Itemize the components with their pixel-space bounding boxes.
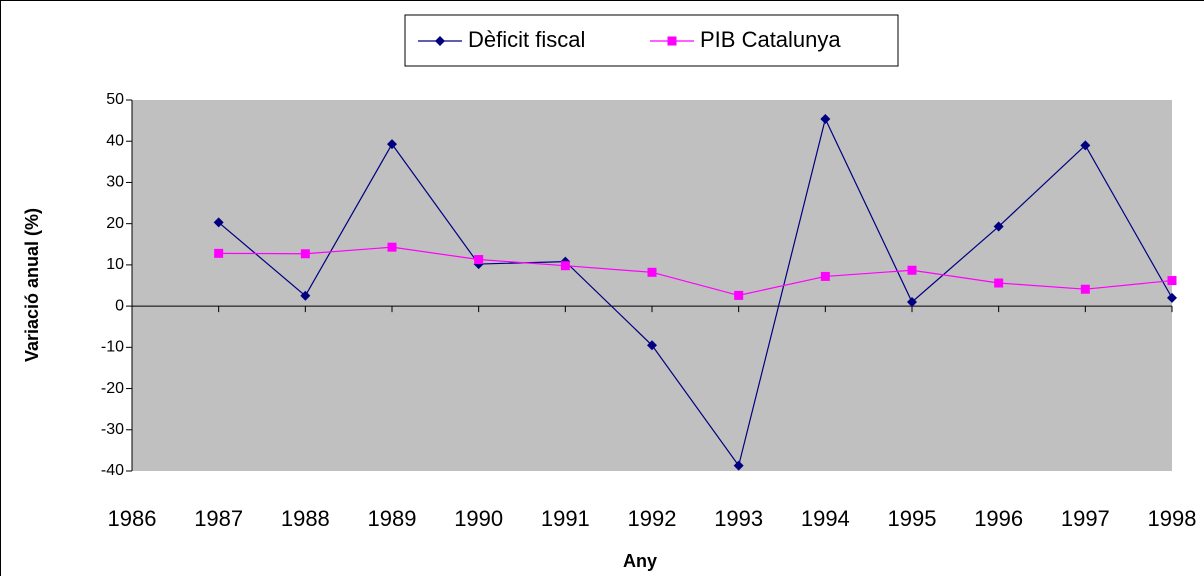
marker [820,113,831,124]
marker [647,340,657,351]
y-tick-label: 10 [106,256,124,273]
legend-label: Dèficit fiscal [468,27,585,52]
y-tick-label: -10 [101,339,124,356]
legend-marker [667,36,677,46]
plot-area [132,100,1172,471]
marker [300,290,311,301]
marker [214,248,224,258]
marker [993,221,1004,232]
line [218,246,1173,297]
marker [387,242,397,252]
legend-label: PIB Catalunya [700,27,841,52]
marker [994,278,1004,288]
x-tick-label: 1998 [1148,506,1197,531]
legend-marker [435,36,445,46]
x-tick-label: 1991 [541,506,590,531]
marker [1080,140,1091,151]
x-tick-label: 1987 [194,506,243,531]
marker [474,255,484,265]
x-tick-label: 1994 [801,506,850,531]
line [218,117,1173,468]
x-tick-label: 1988 [281,506,330,531]
y-tick-label: 30 [106,174,124,191]
x-tick-label: 1995 [888,506,937,531]
marker [213,217,224,228]
y-tick-label: -30 [101,421,124,438]
marker [1080,284,1090,294]
y-tick-label: -20 [101,380,124,397]
y-tick-label: -40 [101,462,124,479]
y-tick-label: 40 [106,132,124,149]
x-axis-label: Any [623,551,657,571]
marker [733,460,744,471]
x-tick-label: 1986 [108,506,157,531]
x-tick-label: 1997 [1061,506,1110,531]
y-tick-label: 20 [106,215,124,232]
marker [820,271,830,281]
legend: Dèficit fiscal PIB Catalunya [404,14,899,67]
x-tick-label: 1992 [628,506,677,531]
marker [647,267,657,277]
marker [1167,276,1177,286]
marker [907,265,917,275]
marker [560,261,570,271]
marker [907,296,917,307]
x-tick-label: 1996 [974,506,1023,531]
x-tick-label: 1990 [454,506,503,531]
y-tick-label: 0 [115,297,124,314]
marker [734,290,744,300]
marker [387,139,397,150]
x-tick-label: 1993 [714,506,763,531]
x-tick-label: 1989 [368,506,417,531]
y-axis-label: Variació anual (%) [22,208,42,362]
marker [300,249,310,259]
y-tick-label: 50 [106,91,124,108]
marker [1167,292,1177,303]
